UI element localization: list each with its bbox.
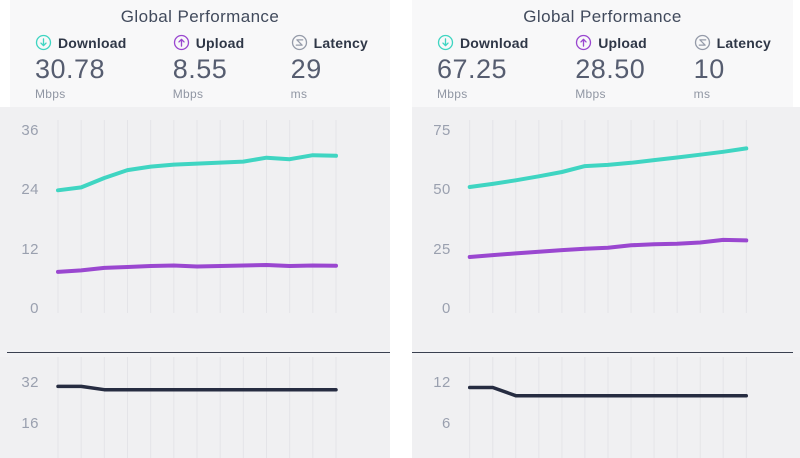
stat-unit: ms bbox=[693, 87, 711, 101]
panel-title: Global Performance bbox=[523, 7, 682, 26]
speed-history-chart: 75 50 25 0 bbox=[412, 107, 800, 350]
chart-divider bbox=[0, 350, 390, 357]
panel-title: Global Performance bbox=[120, 7, 280, 26]
stat-value: 8.55 bbox=[172, 54, 228, 84]
upload-circle-icon bbox=[173, 34, 190, 51]
stat-value: 10 bbox=[693, 54, 725, 84]
download-circle-icon bbox=[35, 34, 52, 51]
stat-unit: Mbps bbox=[437, 87, 468, 101]
latency-history-chart: 12 6 bbox=[412, 357, 800, 458]
svg-text:12: 12 bbox=[433, 374, 451, 391]
stat-unit: Mbps bbox=[575, 87, 606, 101]
svg-text:0: 0 bbox=[442, 300, 451, 317]
svg-text:32: 32 bbox=[21, 374, 39, 391]
stat-unit: ms bbox=[290, 87, 308, 101]
stats-row: Download 67.25 Mbps Upload bbox=[412, 27, 793, 102]
stat-label: Latency bbox=[716, 34, 771, 51]
stat-value: 30.78 bbox=[35, 54, 106, 84]
stat-upload: Upload 8.55 Mbps bbox=[172, 34, 245, 102]
svg-text:6: 6 bbox=[442, 415, 451, 432]
stat-label: Upload bbox=[195, 34, 245, 51]
svg-text:25: 25 bbox=[433, 241, 451, 258]
stat-unit: Mbps bbox=[172, 87, 204, 101]
stat-label: Download bbox=[460, 34, 529, 51]
chart-divider bbox=[412, 350, 800, 357]
svg-text:16: 16 bbox=[21, 415, 39, 432]
stat-download: Download 30.78 Mbps bbox=[35, 34, 127, 102]
upload-circle-icon bbox=[575, 34, 592, 51]
svg-text:36: 36 bbox=[21, 122, 39, 139]
svg-text:12: 12 bbox=[21, 241, 39, 258]
stats-card: Global Performance Download 30.78 Mbps bbox=[10, 0, 390, 107]
download-circle-icon bbox=[437, 34, 454, 51]
stat-unit: Mbps bbox=[35, 87, 66, 101]
latency-dial-icon bbox=[291, 34, 308, 51]
performance-panel-left: Global Performance Download 30.78 Mbps bbox=[0, 0, 390, 458]
stat-latency: Latency 29 ms bbox=[290, 34, 368, 102]
stat-value: 29 bbox=[290, 54, 322, 84]
divider-line bbox=[412, 352, 793, 353]
svg-text:0: 0 bbox=[30, 300, 39, 317]
stat-value: 28.50 bbox=[575, 54, 646, 84]
stats-card: Global Performance Download 67.25 Mbps bbox=[412, 0, 793, 107]
stat-label: Upload bbox=[598, 34, 647, 51]
svg-text:24: 24 bbox=[21, 181, 39, 198]
stat-download: Download 67.25 Mbps bbox=[437, 34, 529, 102]
stat-upload: Upload 28.50 Mbps bbox=[575, 34, 647, 102]
stat-label: Download bbox=[58, 34, 127, 51]
speed-history-chart: 36 24 12 0 bbox=[0, 107, 390, 350]
performance-panel-right: Global Performance Download 67.25 Mbps bbox=[412, 0, 800, 458]
latency-dial-icon bbox=[694, 34, 711, 51]
stat-value: 67.25 bbox=[437, 54, 508, 84]
stat-latency: Latency 10 ms bbox=[693, 34, 771, 102]
divider-line bbox=[7, 352, 390, 353]
stat-label: Latency bbox=[313, 34, 368, 51]
svg-text:50: 50 bbox=[433, 181, 451, 198]
panel-gutter bbox=[390, 0, 412, 458]
latency-history-chart: 32 16 bbox=[0, 357, 390, 458]
svg-text:75: 75 bbox=[433, 122, 451, 139]
stats-row: Download 30.78 Mbps Upload bbox=[10, 27, 390, 102]
